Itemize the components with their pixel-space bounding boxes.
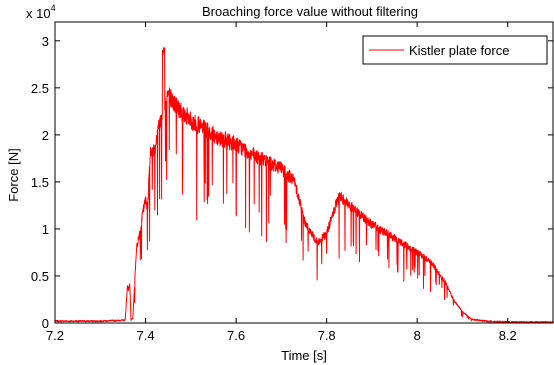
x-tick-label: 7.2 (46, 328, 64, 343)
y-axis-multiplier: x 104 (26, 3, 56, 21)
y-tick-label: 0.5 (31, 269, 49, 284)
plot-frame (54, 21, 554, 324)
y-tick-label: 3 (42, 34, 49, 49)
x-tick-label: 8.2 (499, 328, 517, 343)
y-multiplier-exponent: 4 (51, 3, 56, 13)
chart-title: Broaching force value without filtering (202, 4, 418, 19)
y-tick-label: 1 (42, 222, 49, 237)
y-axis-label: Force [N] (6, 148, 21, 201)
series-line-kistler-plate-force (54, 47, 554, 324)
y-multiplier-base: x 10 (26, 6, 51, 21)
plot-content (54, 47, 554, 324)
axis-ticks: 7.2 7.4 7.6 7.8 8 8.2 0 0.5 1 1.5 2 2.5 3 (31, 22, 553, 343)
x-axis-label: Time [s] (281, 348, 327, 363)
y-tick-label: 0 (42, 316, 49, 331)
y-tick-label: 1.5 (31, 175, 49, 190)
x-tick-label: 7.8 (318, 328, 336, 343)
x-tick-label: 8 (414, 328, 421, 343)
y-tick-label: 2 (42, 128, 49, 143)
x-tick-label: 7.6 (227, 328, 245, 343)
y-tick-label: 2.5 (31, 81, 49, 96)
legend-label-kistler: Kistler plate force (409, 43, 509, 58)
legend: Kistler plate force (362, 35, 548, 65)
legend-box (362, 35, 548, 65)
x-tick-label: 7.4 (137, 328, 155, 343)
